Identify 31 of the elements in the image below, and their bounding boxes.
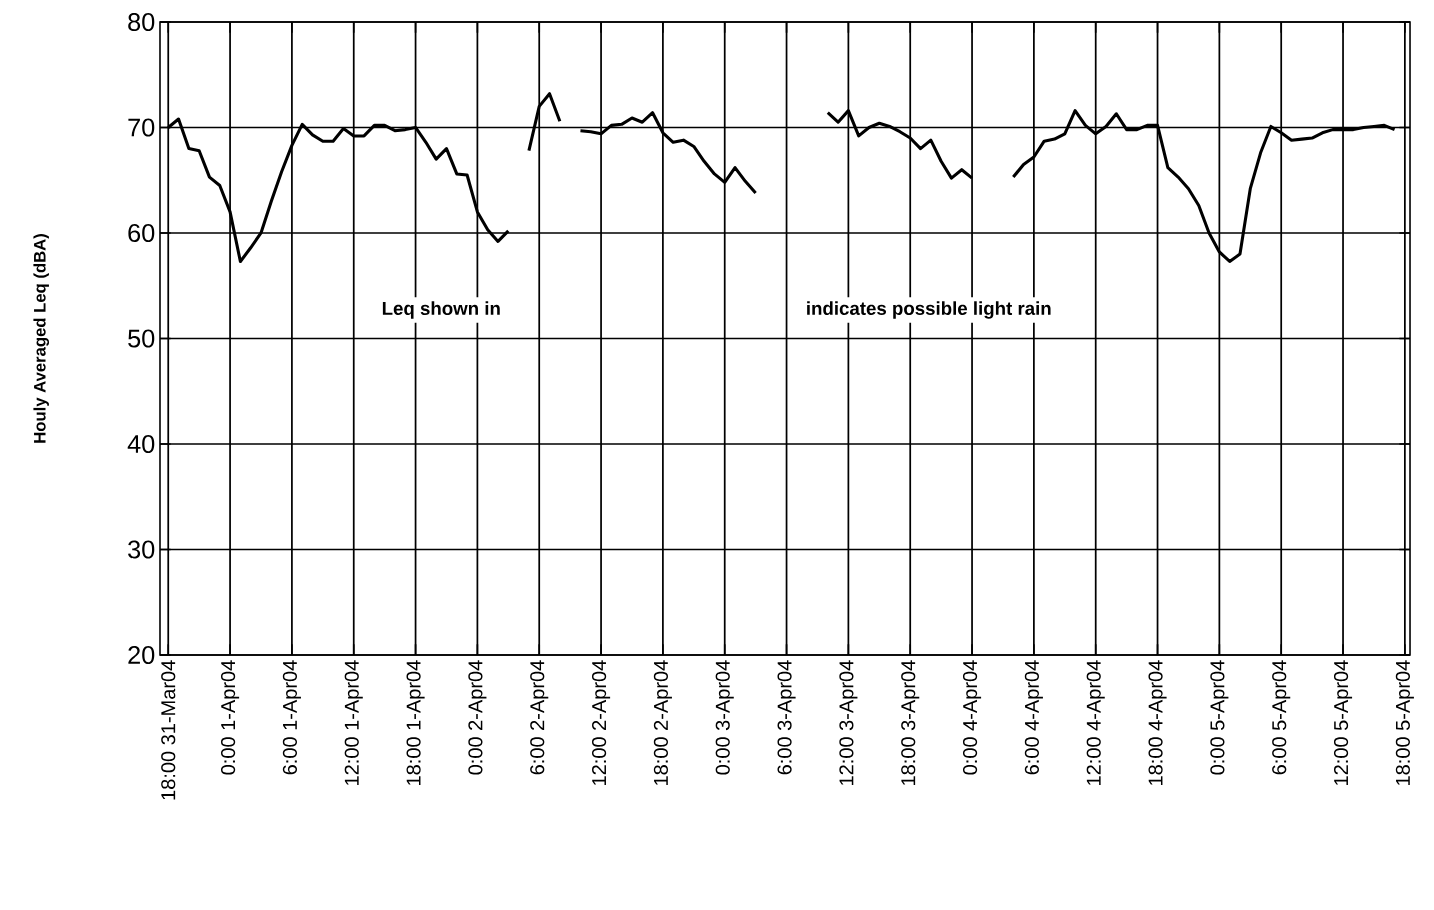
x-tick-label: 18:00 4-Apr04 [1148,660,1167,785]
y-tick-label: 30 [128,540,155,559]
x-tick-label: 6:00 3-Apr04 [777,660,796,775]
x-tick-label: 18:00 31-Mar04 [161,660,176,800]
x-tick-label: 12:00 3-Apr04 [839,660,858,785]
x-tick-label: 6:00 2-Apr04 [530,660,549,775]
y-tick-label: 80 [128,13,155,31]
annotation: indicates possible light rain [807,301,1051,319]
y-tick-label: 40 [127,435,155,453]
x-tick-label: 0:00 5-Apr04 [1210,660,1229,775]
x-tick-label: 0:00 3-Apr04 [715,660,734,775]
x-tick-label: 12:00 2-Apr04 [592,660,611,785]
y-tick-label: 20 [128,646,155,664]
x-tick-label: 6:00 1-Apr04 [282,660,301,775]
x-tick-label: 12:00 1-Apr04 [344,660,363,785]
x-tick-label: 18:00 2-Apr04 [653,660,672,785]
x-tick-label: 18:00 1-Apr04 [406,660,425,785]
x-tick-label: 6:00 5-Apr04 [1272,660,1291,775]
x-tick-label: 6:00 4-Apr04 [1024,660,1043,775]
x-tick-label: 12:00 5-Apr04 [1333,660,1353,785]
x-tick-label: 0:00 1-Apr04 [221,660,240,775]
x-tick-label: 0:00 4-Apr04 [962,660,982,775]
y-tick-label: 50 [128,329,155,348]
x-tick-label: 18:00 5-Apr04 [1395,660,1414,785]
x-tick-label: 12:00 4-Apr04 [1086,660,1105,785]
y-tick-label: 70 [128,118,155,137]
x-tick-label: 18:00 3-Apr04 [901,660,920,785]
y-tick-label: 60 [128,224,155,242]
y-axis-title: Houly Averaged Leq (dBA) [33,234,50,443]
x-tick-label: 0:00 2-Apr04 [468,660,487,775]
annotation: Leq shown in [382,301,500,319]
